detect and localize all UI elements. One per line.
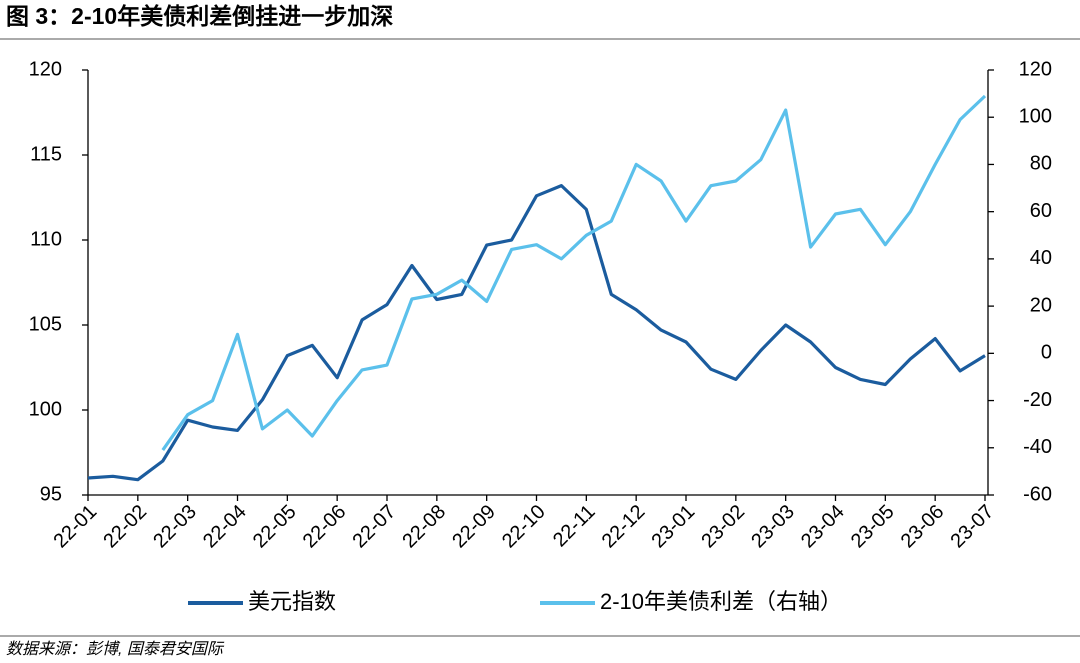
series-line [161, 94, 987, 452]
legend-label: 美元指数 [248, 589, 336, 614]
y2-tick-label: -60 [1023, 483, 1052, 505]
y2-tick-label: 20 [1030, 294, 1052, 316]
y2-tick-label: -40 [1023, 436, 1052, 458]
x-tick-label: 22-10 [498, 501, 550, 553]
y-tick-label: 115 [30, 143, 62, 165]
x-tick-label: 22-07 [349, 501, 401, 553]
y-tick-label: 100 [29, 398, 62, 420]
y2-tick-label: 120 [1019, 58, 1052, 80]
x-tick-label: 22-04 [199, 501, 251, 553]
y2-tick-label: 80 [1030, 153, 1052, 175]
x-tick-label: 23-06 [897, 501, 949, 553]
x-tick-label: 22-11 [549, 501, 600, 552]
x-tick-label: 23-02 [697, 501, 749, 553]
x-tick-label: 22-03 [149, 501, 201, 553]
x-tick-label: 22-06 [299, 501, 351, 553]
series-line [87, 184, 986, 482]
x-tick-label: 23-03 [747, 501, 799, 553]
x-tick-label: 23-07 [947, 501, 999, 553]
y2-tick-label: 0 [1041, 342, 1052, 364]
y2-tick-label: 100 [1019, 106, 1052, 128]
legend-label: 2-10年美债利差（右轴） [600, 589, 842, 614]
x-tick-label: 22-12 [598, 501, 650, 553]
source: 数据来源：彭博, 国泰君安国际 [6, 640, 225, 658]
x-tick-label: 23-01 [648, 501, 700, 553]
x-tick-label: 23-04 [797, 501, 849, 553]
x-tick-label: 22-09 [448, 501, 500, 553]
x-tick-label: 22-05 [249, 501, 301, 553]
x-tick-label: 22-02 [99, 501, 151, 553]
x-tick-label: 22-08 [398, 501, 450, 553]
y-tick-label: 110 [30, 228, 62, 250]
y2-tick-label: -20 [1023, 389, 1052, 411]
y-tick-label: 105 [29, 313, 62, 335]
y2-tick-label: 40 [1030, 247, 1052, 269]
y-tick-label: 95 [40, 483, 62, 505]
x-tick-label: 23-05 [847, 501, 899, 553]
x-tick-label: 22-01 [50, 501, 102, 553]
y2-tick-label: 60 [1030, 200, 1052, 222]
y-tick-label: 120 [29, 58, 62, 80]
chart-title: 图 3：2-10年美债利差倒挂进一步加深 [6, 3, 393, 29]
